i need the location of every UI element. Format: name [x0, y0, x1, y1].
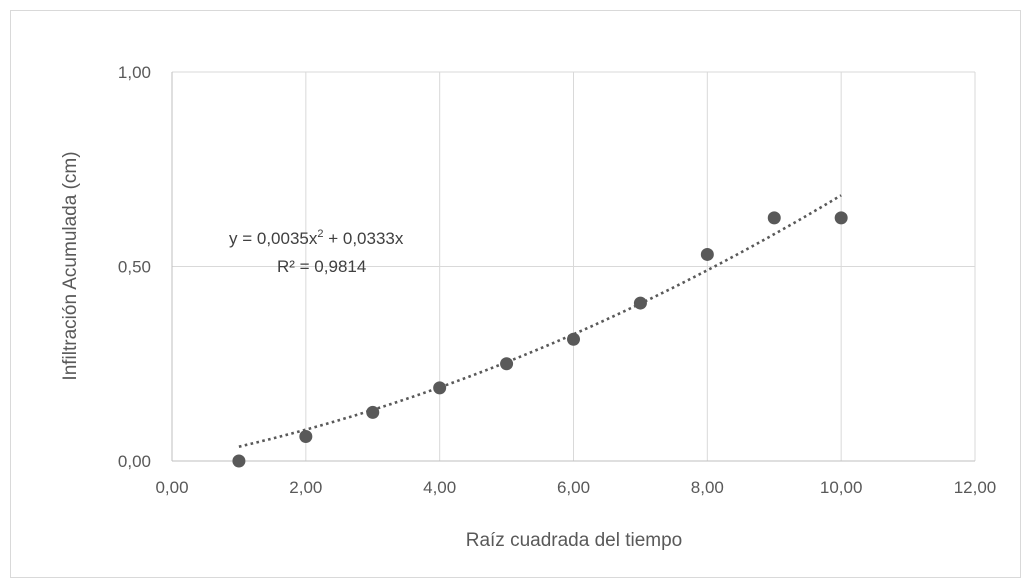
- y-axis-title: Infiltración Acumulada (cm): [60, 151, 81, 380]
- data-point: [834, 211, 848, 225]
- y-tick-label: 0,50: [118, 258, 151, 277]
- equation-prefix: y = 0,0035x: [229, 229, 318, 248]
- data-point: [767, 211, 781, 225]
- chart-area: [10, 10, 1021, 578]
- data-point: [500, 357, 514, 371]
- x-tick-label: 2,00: [289, 478, 322, 497]
- data-point: [433, 381, 447, 395]
- r-squared-label: R² = 0,9814: [277, 257, 366, 276]
- x-axis-title: Raíz cuadrada del tiempo: [466, 530, 683, 551]
- trendline: [238, 194, 842, 448]
- trendline-path: [238, 194, 842, 448]
- data-point: [700, 247, 714, 261]
- x-tick-labels: 0,00 2,00 4,00 6,00 8,00 10,00 12,00: [155, 478, 996, 497]
- data-points: [232, 211, 848, 468]
- equation-exponent: 2: [317, 228, 323, 240]
- data-point: [366, 405, 380, 419]
- axes: [171, 72, 975, 462]
- y-tick-label: 0,00: [118, 452, 151, 471]
- y-tick-label: 1,00: [118, 63, 151, 82]
- x-tick-label: 0,00: [155, 478, 188, 497]
- data-point: [232, 454, 246, 468]
- equation-suffix: + 0,0333x: [324, 229, 404, 248]
- data-point: [567, 332, 580, 346]
- trendline-equation: y = 0,0035x2 + 0,0333x: [229, 228, 404, 248]
- x-tick-label: 12,00: [954, 478, 997, 497]
- x-tick-label: 10,00: [820, 478, 863, 497]
- x-tick-label: 4,00: [423, 478, 456, 497]
- data-point: [299, 429, 313, 443]
- x-tick-label: 8,00: [691, 478, 724, 497]
- data-point: [633, 296, 647, 310]
- y-tick-labels: 0,00 0,50 1,00: [118, 63, 151, 471]
- x-tick-label: 6,00: [557, 478, 590, 497]
- gridlines: [172, 71, 976, 461]
